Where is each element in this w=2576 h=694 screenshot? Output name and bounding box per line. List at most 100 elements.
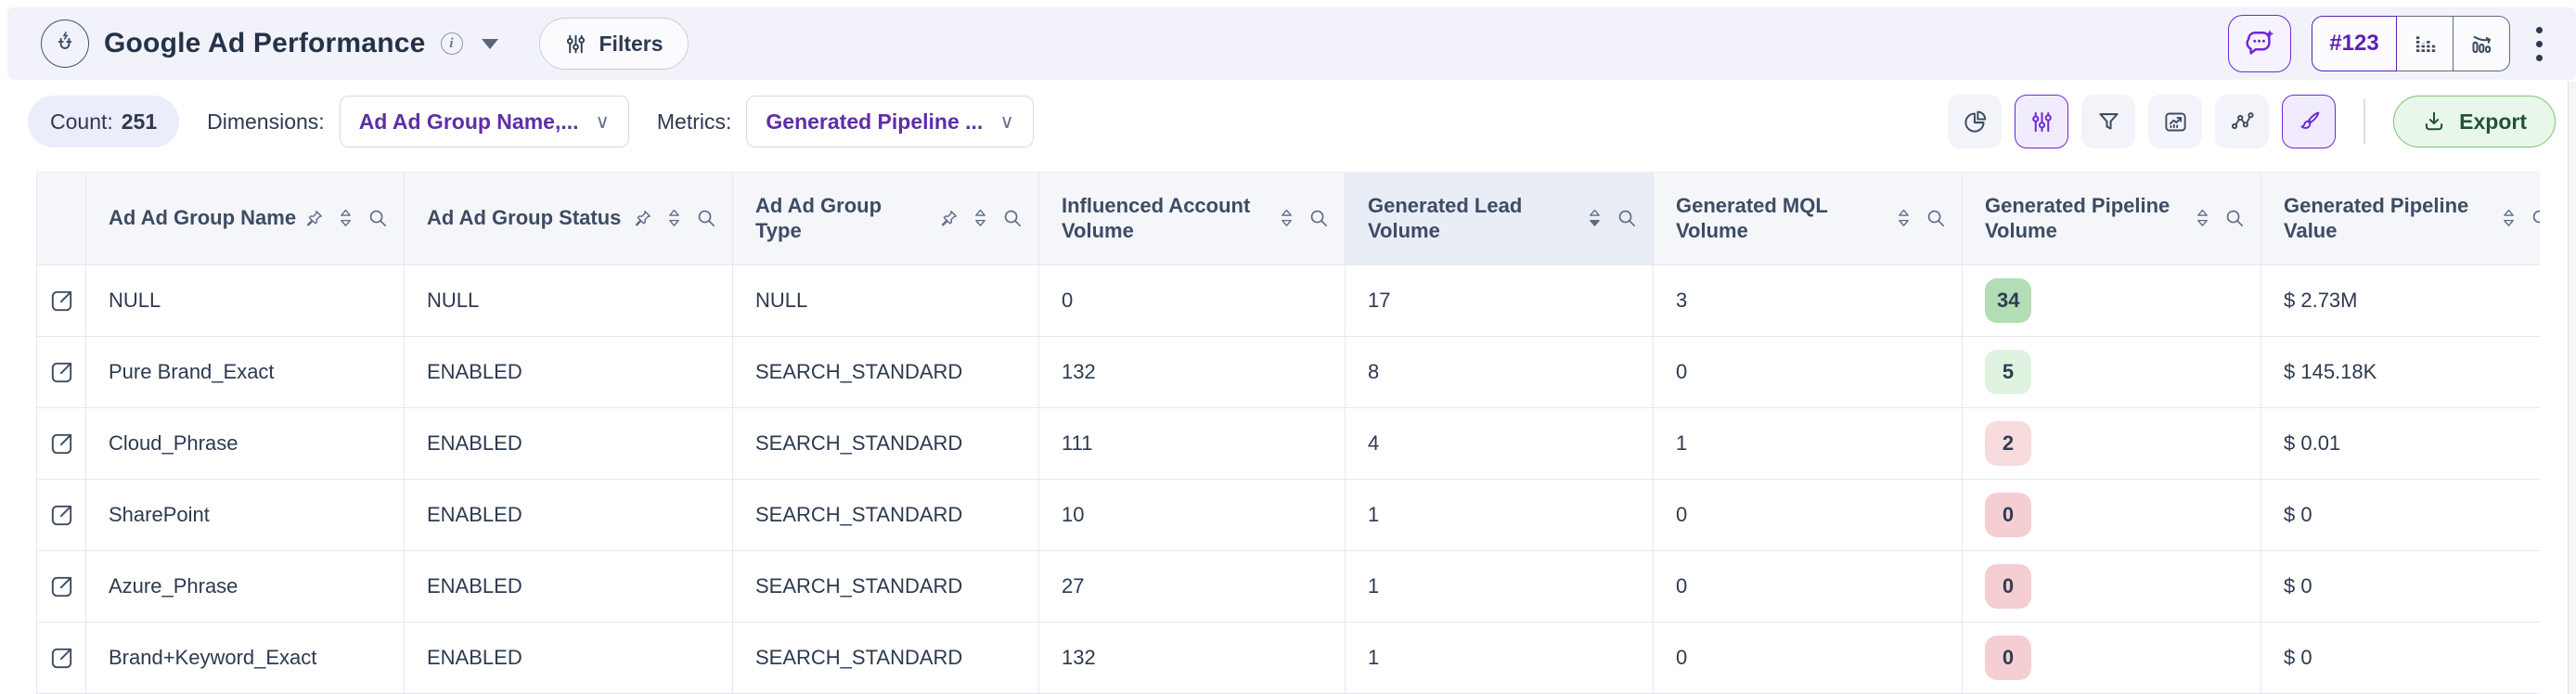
- info-icon[interactable]: i: [440, 32, 463, 55]
- download-icon: [2422, 109, 2446, 134]
- cell-influenced_account_volume: 132: [1039, 337, 1346, 408]
- column-label: Generated Lead Volume: [1368, 193, 1523, 242]
- chevron-down-icon: ∨: [999, 110, 1014, 133]
- pin-icon[interactable]: [304, 209, 324, 228]
- cell-value: SEARCH_STANDARD: [755, 646, 963, 669]
- sort-icon[interactable]: [666, 208, 682, 229]
- view-numeric-button[interactable]: #123: [2312, 16, 2397, 71]
- pie-chart-button[interactable]: [1948, 95, 2003, 148]
- cell-value: ENABLED: [427, 503, 522, 526]
- export-button[interactable]: Export: [2393, 96, 2556, 148]
- cell-name: SharePoint: [86, 480, 405, 551]
- cell-value: 17: [1368, 289, 1391, 312]
- column-label: Generated Pipeline Volume: [1985, 193, 2170, 242]
- external-link-icon[interactable]: [47, 644, 76, 673]
- cell-value: 111: [1062, 431, 1093, 455]
- cell-value: $ 0.01: [2284, 431, 2341, 455]
- route-dots-icon: [2230, 109, 2255, 135]
- cell-expand: [37, 337, 86, 408]
- toolbar: Count: 251 Dimensions: Ad Ad Group Name,…: [28, 91, 2556, 152]
- header-cell-status[interactable]: Ad Ad Group Status: [405, 173, 733, 265]
- header-cell-generated_lead_volume[interactable]: Generated Lead Volume: [1346, 173, 1654, 265]
- filters-button[interactable]: Filters: [538, 18, 689, 70]
- header-cell-name[interactable]: Ad Ad Group Name: [86, 173, 405, 265]
- search-icon[interactable]: [696, 208, 717, 229]
- sort-icon[interactable]: [972, 208, 988, 229]
- ai-chat-sparkle-icon: [2243, 28, 2276, 59]
- sort-icon[interactable]: [2501, 208, 2517, 229]
- sort-icon[interactable]: [1587, 208, 1603, 229]
- table-header-row: Ad Ad Group Name Ad Ad Group Status Ad Ad …: [37, 173, 2540, 265]
- cell-value: NULL: [427, 289, 480, 312]
- cell-name: Brand+Keyword_Exact: [86, 623, 405, 694]
- view-chart-button[interactable]: [2453, 16, 2510, 71]
- cell-value: 1: [1368, 646, 1380, 669]
- pin-icon[interactable]: [633, 209, 652, 228]
- pin-icon[interactable]: [939, 209, 959, 228]
- table-row: Cloud_Phrase ENABLED SEARCH_STANDARD 111 4 1 2…: [37, 408, 2540, 480]
- header-cell-influenced_account_volume[interactable]: Influenced Account Volume: [1039, 173, 1346, 265]
- stacked-bars-icon: [2413, 32, 2438, 57]
- card-chart-button[interactable]: [2148, 95, 2203, 148]
- count-badge: Count: 251: [28, 96, 180, 148]
- cell-value: 8: [1368, 360, 1380, 383]
- table-row: Azure_Phrase ENABLED SEARCH_STANDARD 27 1 0 0 $…: [37, 551, 2540, 623]
- sort-icon[interactable]: [338, 208, 354, 229]
- search-icon[interactable]: [1002, 208, 1024, 229]
- sliders-button[interactable]: [2015, 95, 2069, 148]
- cell-type: SEARCH_STANDARD: [733, 480, 1039, 551]
- cell-generated_pipeline_volume: 2: [1963, 408, 2261, 480]
- column-label: Ad Ad Group Status: [427, 206, 622, 230]
- search-icon[interactable]: [1308, 208, 1330, 229]
- column-label: Influenced Account Volume: [1062, 193, 1251, 242]
- cell-generated_pipeline_volume: 5: [1963, 337, 2261, 408]
- search-icon[interactable]: [1926, 208, 1947, 229]
- external-link-icon[interactable]: [47, 430, 76, 458]
- external-link-icon[interactable]: [47, 572, 76, 601]
- funnel-icon: [2096, 109, 2121, 135]
- cell-expand: [37, 480, 86, 551]
- view-table-button[interactable]: [2396, 16, 2454, 71]
- search-icon[interactable]: [2531, 208, 2540, 229]
- metrics-label: Metrics:: [656, 109, 732, 134]
- card-chart-icon: [2163, 109, 2188, 135]
- metrics-value: Generated Pipeline ...: [766, 109, 984, 134]
- pipeline-volume-badge: 0: [1985, 636, 2031, 680]
- dimensions-dropdown[interactable]: Ad Ad Group Name,... ∨: [339, 96, 629, 148]
- cell-status: ENABLED: [405, 480, 733, 551]
- external-link-icon[interactable]: [47, 358, 76, 387]
- sort-icon[interactable]: [1279, 208, 1294, 229]
- ai-chat-button[interactable]: [2228, 15, 2292, 72]
- cell-value: 0: [1676, 503, 1688, 526]
- title-bar-actions: #123: [2228, 15, 2548, 72]
- caret-down-icon[interactable]: [481, 38, 498, 49]
- route-dots-button[interactable]: [2215, 95, 2270, 148]
- header-cell-generated_mql_volume[interactable]: Generated MQL Volume: [1654, 173, 1963, 265]
- cell-value: $ 0: [2284, 503, 2312, 526]
- cell-value: NULL: [109, 289, 161, 312]
- magnet-bolt-icon: [41, 19, 89, 68]
- external-link-icon[interactable]: [47, 287, 76, 315]
- cell-generated_mql_volume: 0: [1654, 480, 1963, 551]
- cell-generated_lead_volume: 4: [1346, 408, 1654, 480]
- search-icon[interactable]: [2224, 208, 2246, 229]
- sort-icon[interactable]: [2195, 208, 2210, 229]
- header-cell-type[interactable]: Ad Ad Group Type: [733, 173, 1039, 265]
- search-icon[interactable]: [367, 208, 389, 229]
- cell-value: 1: [1676, 431, 1688, 455]
- header-cell-generated_pipeline_value[interactable]: Generated Pipeline Value: [2261, 173, 2540, 265]
- search-icon[interactable]: [1616, 208, 1638, 229]
- sort-icon[interactable]: [1896, 208, 1912, 229]
- header-cell-generated_pipeline_volume[interactable]: Generated Pipeline Volume: [1963, 173, 2261, 265]
- pipeline-volume-badge: 5: [1985, 350, 2031, 394]
- external-link-icon[interactable]: [47, 501, 76, 530]
- paintbrush-button[interactable]: [2282, 95, 2337, 148]
- cell-influenced_account_volume: 0: [1039, 265, 1346, 337]
- column-label: Ad Ad Group Name: [109, 206, 297, 230]
- funnel-button[interactable]: [2081, 95, 2136, 148]
- cell-value: ENABLED: [427, 431, 522, 455]
- metrics-dropdown[interactable]: Generated Pipeline ... ∨: [746, 96, 1034, 148]
- cell-status: ENABLED: [405, 337, 733, 408]
- kebab-menu-button[interactable]: [2531, 21, 2548, 67]
- cell-generated_pipeline_value: $ 0: [2261, 551, 2540, 623]
